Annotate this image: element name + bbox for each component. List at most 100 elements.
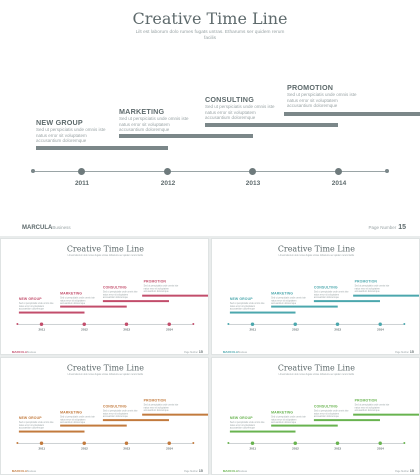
timeline-dot-2014 bbox=[335, 168, 342, 175]
timeline-bar-promotion bbox=[284, 112, 420, 116]
timeline-bar-consulting bbox=[205, 123, 338, 127]
slide-thumbnail-green[interactable]: Creative Time Line Lilt est laborum dolo… bbox=[211, 357, 420, 475]
brand-name: MARCULA bbox=[222, 469, 239, 473]
timeline-dot-2012 bbox=[293, 441, 297, 445]
milestone-text-marketing: Sed ut perspiciatis unde omnis iste natu… bbox=[60, 415, 95, 424]
year-label-2011: 2011 bbox=[74, 180, 90, 187]
timeline-bar-consulting bbox=[102, 300, 169, 303]
year-label-2013: 2013 bbox=[334, 447, 342, 451]
slide-subtitle: Lilt est laborum dolo rumes fugats untra… bbox=[278, 253, 355, 257]
timeline-dot-2011 bbox=[39, 441, 44, 445]
timeline-dot-2013 bbox=[249, 168, 256, 175]
slide-subtitle: Lilt est laborum dolo rumes fugats untra… bbox=[67, 372, 144, 376]
timeline-dot-2012 bbox=[164, 168, 171, 175]
page-number: Page Number15 bbox=[184, 350, 203, 353]
year-label-2012: 2012 bbox=[292, 328, 299, 332]
axis-end-cap bbox=[385, 169, 389, 173]
milestone-text-new-group: Sed ut perspiciatis unde omnis iste natu… bbox=[229, 421, 265, 430]
timeline-dot-2014 bbox=[167, 322, 171, 326]
timeline-bar-marketing bbox=[271, 424, 338, 427]
milestone-text-consulting: Sed ut perspiciatis unde omnis iste natu… bbox=[102, 290, 138, 299]
timeline-dot-2011 bbox=[250, 322, 255, 326]
brand-sub: Business bbox=[52, 225, 71, 230]
page-number-value: 15 bbox=[198, 350, 203, 354]
axis-start-cap bbox=[227, 441, 230, 444]
milestone-label-marketing: MARKETING bbox=[119, 107, 165, 116]
slide-content-teal: Creative Time Line Lilt est laborum dolo… bbox=[212, 239, 419, 354]
timeline-dot-2013 bbox=[335, 322, 340, 326]
year-label-2012: 2012 bbox=[292, 447, 299, 451]
timeline-dot-2012 bbox=[82, 441, 86, 445]
year-label-2014: 2014 bbox=[331, 180, 347, 187]
milestone-text-new-group: Sed ut perspiciatis unde omnis iste natu… bbox=[229, 302, 265, 311]
slide-content-orange: Creative Time Line Lilt est laborum dolo… bbox=[1, 358, 208, 474]
timeline-bar-marketing bbox=[271, 305, 338, 308]
axis-end-cap bbox=[403, 322, 406, 325]
slide-title: Creative Time Line bbox=[66, 243, 144, 254]
brand-logo: MARCULABusiness bbox=[223, 351, 247, 354]
brand-logo: MARCULABusiness bbox=[223, 470, 247, 473]
year-label-2013: 2013 bbox=[123, 328, 131, 332]
milestone-text-promotion: Sed ut perspiciatis unde omnis iste natu… bbox=[143, 284, 179, 293]
slide-title: Creative Time Line bbox=[66, 362, 144, 373]
milestone-text-new-group: Sed ut perspiciatis unde omnis iste natu… bbox=[18, 421, 54, 430]
brand-name: MARCULA bbox=[222, 350, 239, 354]
slide-subtitle: Lilt est laborum dolo rumes fugats untra… bbox=[135, 30, 285, 41]
brand-sub: Business bbox=[238, 350, 248, 354]
slide-content-red: Creative Time Line Lilt est laborum dolo… bbox=[1, 239, 208, 354]
timeline-dot-2013 bbox=[124, 322, 129, 326]
milestone-label-promotion: PROMOTION bbox=[287, 83, 334, 92]
page-number-value: 15 bbox=[198, 469, 203, 473]
milestone-text-marketing: Sed ut perspiciatis unde omnis iste natu… bbox=[119, 116, 189, 133]
year-label-2012: 2012 bbox=[81, 447, 88, 451]
page-number-value: 15 bbox=[398, 224, 406, 231]
milestone-text-consulting: Sed ut perspiciatis unde omnis iste natu… bbox=[205, 104, 275, 121]
milestone-label-marketing: MARKETING bbox=[271, 292, 294, 296]
milestone-text-promotion: Sed ut perspiciatis unde omnis iste natu… bbox=[143, 403, 179, 412]
timeline-dot-2014 bbox=[378, 322, 382, 326]
milestone-text-consulting: Sed ut perspiciatis unde omnis iste natu… bbox=[313, 290, 349, 299]
milestone-label-promotion: PROMOTION bbox=[143, 399, 166, 403]
timeline-dot-2014 bbox=[378, 441, 382, 445]
page-number-value: 15 bbox=[409, 469, 414, 473]
brand-sub: Business bbox=[238, 469, 248, 473]
brand-sub: Business bbox=[27, 469, 37, 473]
brand-logo: MARCULABusiness bbox=[12, 351, 36, 354]
slide-thumbnail-red[interactable]: Creative Time Line Lilt est laborum dolo… bbox=[0, 238, 209, 355]
slide-main[interactable]: Creative Time Line Lilt est laborum dolo… bbox=[0, 0, 420, 236]
timeline-dot-2014 bbox=[167, 441, 171, 445]
timeline-dot-2013 bbox=[124, 441, 129, 445]
page-number-label: Page Number bbox=[395, 350, 409, 354]
milestone-label-consulting: CONSULTING bbox=[313, 286, 338, 290]
axis-end-cap bbox=[192, 322, 195, 325]
milestone-label-promotion: PROMOTION bbox=[143, 280, 166, 284]
year-label-2014: 2014 bbox=[377, 447, 384, 451]
slide-content: Creative Time Line Lilt est laborum dolo… bbox=[0, 0, 420, 236]
page-number: Page Number15 bbox=[395, 350, 414, 353]
timeline-bar-new-group bbox=[18, 430, 85, 433]
slide-subtitle: Lilt est laborum dolo rumes fugats untra… bbox=[67, 253, 144, 257]
year-label-2011: 2011 bbox=[38, 328, 45, 332]
slide-thumbnail-teal[interactable]: Creative Time Line Lilt est laborum dolo… bbox=[211, 238, 420, 355]
axis-start-cap bbox=[31, 169, 35, 173]
milestone-text-marketing: Sed ut perspiciatis unde omnis iste natu… bbox=[271, 296, 306, 305]
page-number: Page Number15 bbox=[184, 469, 203, 472]
year-label-2014: 2014 bbox=[166, 447, 173, 451]
timeline-dot-2012 bbox=[82, 322, 86, 326]
timeline-bar-new-group bbox=[36, 146, 168, 150]
timeline-bar-new-group bbox=[229, 430, 296, 433]
brand-name: MARCULA bbox=[11, 469, 28, 473]
timeline-bar-new-group bbox=[18, 311, 85, 314]
year-label-2013: 2013 bbox=[123, 447, 131, 451]
year-label-2013: 2013 bbox=[245, 180, 261, 187]
slide-title: Creative Time Line bbox=[277, 362, 355, 373]
timeline-dot-2011 bbox=[39, 322, 44, 326]
slide-thumbnail-orange[interactable]: Creative Time Line Lilt est laborum dolo… bbox=[0, 357, 209, 475]
slide-subtitle: Lilt est laborum dolo rumes fugats untra… bbox=[278, 372, 355, 376]
milestone-label-new-group: NEW GROUP bbox=[18, 416, 42, 421]
page-number-label: Page Number bbox=[184, 350, 198, 354]
year-label-2011: 2011 bbox=[38, 447, 45, 451]
slide-title: Creative Time Line bbox=[277, 243, 355, 254]
milestone-text-new-group: Sed ut perspiciatis unde omnis iste natu… bbox=[36, 127, 106, 144]
